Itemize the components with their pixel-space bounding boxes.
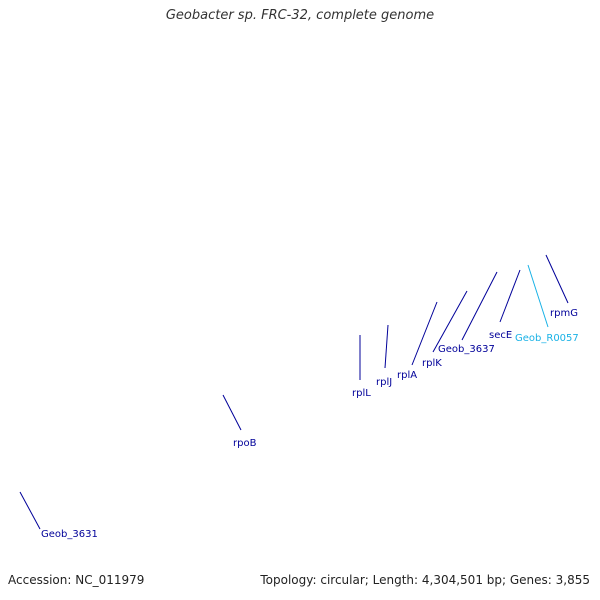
gene-label: rpoB <box>233 438 257 449</box>
gene-leader-line <box>527 264 549 328</box>
gene-label: Geob_R0057 <box>515 333 579 344</box>
accession-text: Accession: NC_011979 <box>8 573 145 587</box>
gene-labels: Geob_3631 rpoB rplL rplJ rplA rplK Geob_3637 se… <box>19 254 579 540</box>
gene-leader-line <box>411 301 438 366</box>
gene-leader-line <box>545 254 569 304</box>
gene-leader-line <box>222 394 242 431</box>
gene-leader-line <box>499 269 521 323</box>
genome-summary-text: Topology: circular; Length: 4,304,501 bp… <box>260 573 590 587</box>
gene-label: rpmG <box>550 308 578 319</box>
gene-label: secE <box>489 330 512 341</box>
gene-label: rplA <box>397 370 417 381</box>
gene-label: rplJ <box>376 377 392 388</box>
gene-label: Geob_3637 <box>438 344 495 355</box>
gene-label: rplL <box>352 388 371 399</box>
gene-leader-line <box>461 271 498 341</box>
gene-label: rplK <box>422 358 442 369</box>
gene-leader-line <box>384 324 389 369</box>
gene-leader-line <box>432 290 468 353</box>
gene-label: Geob_3631 <box>41 529 98 540</box>
map-title: Geobacter sp. FRC-32, complete genome <box>165 8 435 23</box>
gene-leader-line <box>19 491 41 530</box>
